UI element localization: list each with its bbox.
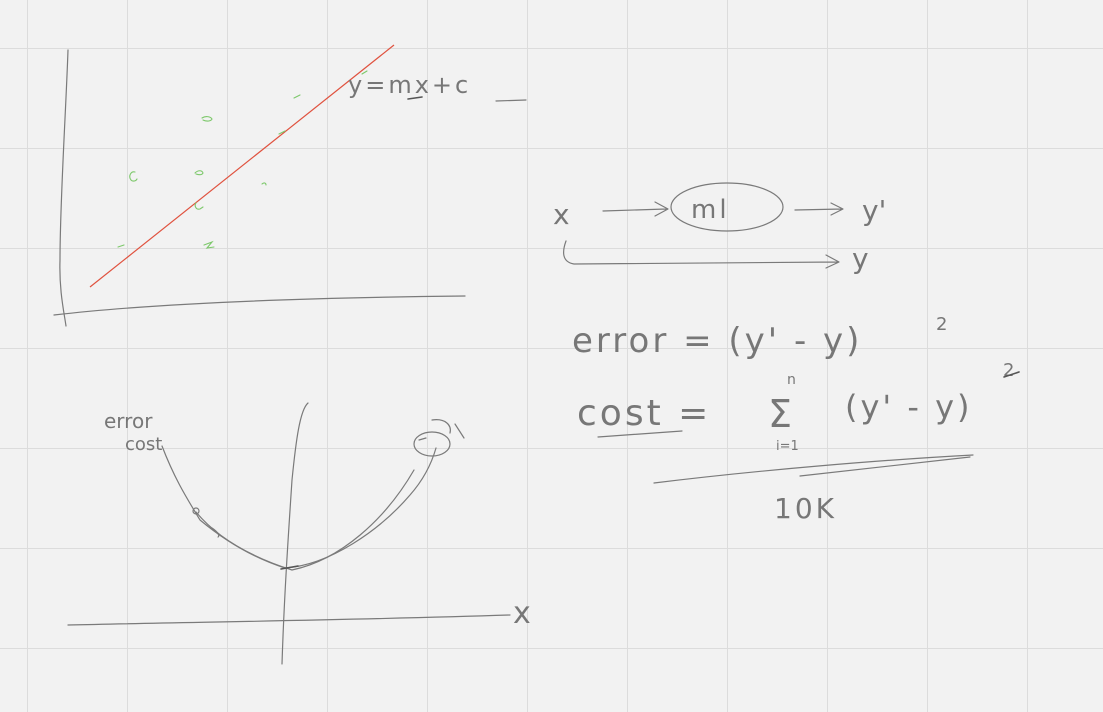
curve-ylabel-cost: cost (125, 434, 162, 455)
curve-y-axis (281, 402, 309, 665)
data-point (129, 171, 138, 182)
error-curve-plot: error cost x (67, 402, 531, 665)
exponent-mark (1003, 371, 1020, 378)
start-point-marker (192, 507, 200, 515)
sum-lower-limit: i=1 (776, 439, 799, 454)
data-point (117, 244, 125, 248)
data-point (194, 202, 204, 210)
regression-plot: y=mx+c (53, 44, 527, 327)
input-x-label: x (553, 198, 570, 231)
prediction-pipeline: x ml y' y (553, 182, 886, 275)
data-point (278, 130, 286, 135)
equation-underline (495, 99, 527, 102)
regression-x-axis (53, 295, 466, 316)
circled-point (413, 431, 451, 457)
data-point (201, 116, 213, 122)
error-exponent: 2 (936, 314, 947, 335)
data-point (361, 70, 368, 75)
fraction-bar (653, 454, 974, 484)
cost-exponent: 2 (1003, 360, 1014, 381)
cost-curve (161, 445, 437, 569)
target-label: y (852, 242, 869, 275)
arrow-to-model (602, 201, 669, 217)
cost-label: cost = (577, 393, 711, 434)
scribble-mark (418, 419, 465, 441)
formulas: error = (y' - y) 2 cost = n Σ i=1 (y' - … (572, 314, 1020, 525)
equation-underline (407, 96, 423, 100)
data-points (117, 70, 368, 249)
data-point (203, 240, 215, 249)
curve-ylabel-error: error (104, 409, 153, 433)
minimum-point-marker (280, 565, 299, 570)
cost-curve-inner (195, 469, 415, 571)
denominator: 10K (774, 492, 837, 525)
sum-upper-limit: n (787, 372, 796, 388)
sum-symbol: Σ (768, 392, 792, 436)
model-box (670, 182, 784, 232)
prediction-label: y' (862, 194, 886, 227)
regression-y-axis (59, 49, 69, 327)
data-point (194, 170, 204, 176)
arrow-to-target (563, 240, 840, 269)
curve-x-axis (67, 614, 511, 626)
data-point (293, 94, 301, 99)
cost-term: (y' - y) (845, 388, 973, 426)
curve-x-label: x (513, 596, 531, 631)
model-label: ml (691, 195, 730, 225)
data-point (261, 182, 267, 186)
arrow-to-prediction (794, 202, 844, 216)
gradient-step-path (211, 527, 220, 538)
regression-equation: y=mx+c (348, 71, 471, 99)
error-formula: error = (y' - y) (572, 321, 862, 361)
regression-fit-line (89, 44, 395, 288)
cost-underline (597, 430, 683, 438)
